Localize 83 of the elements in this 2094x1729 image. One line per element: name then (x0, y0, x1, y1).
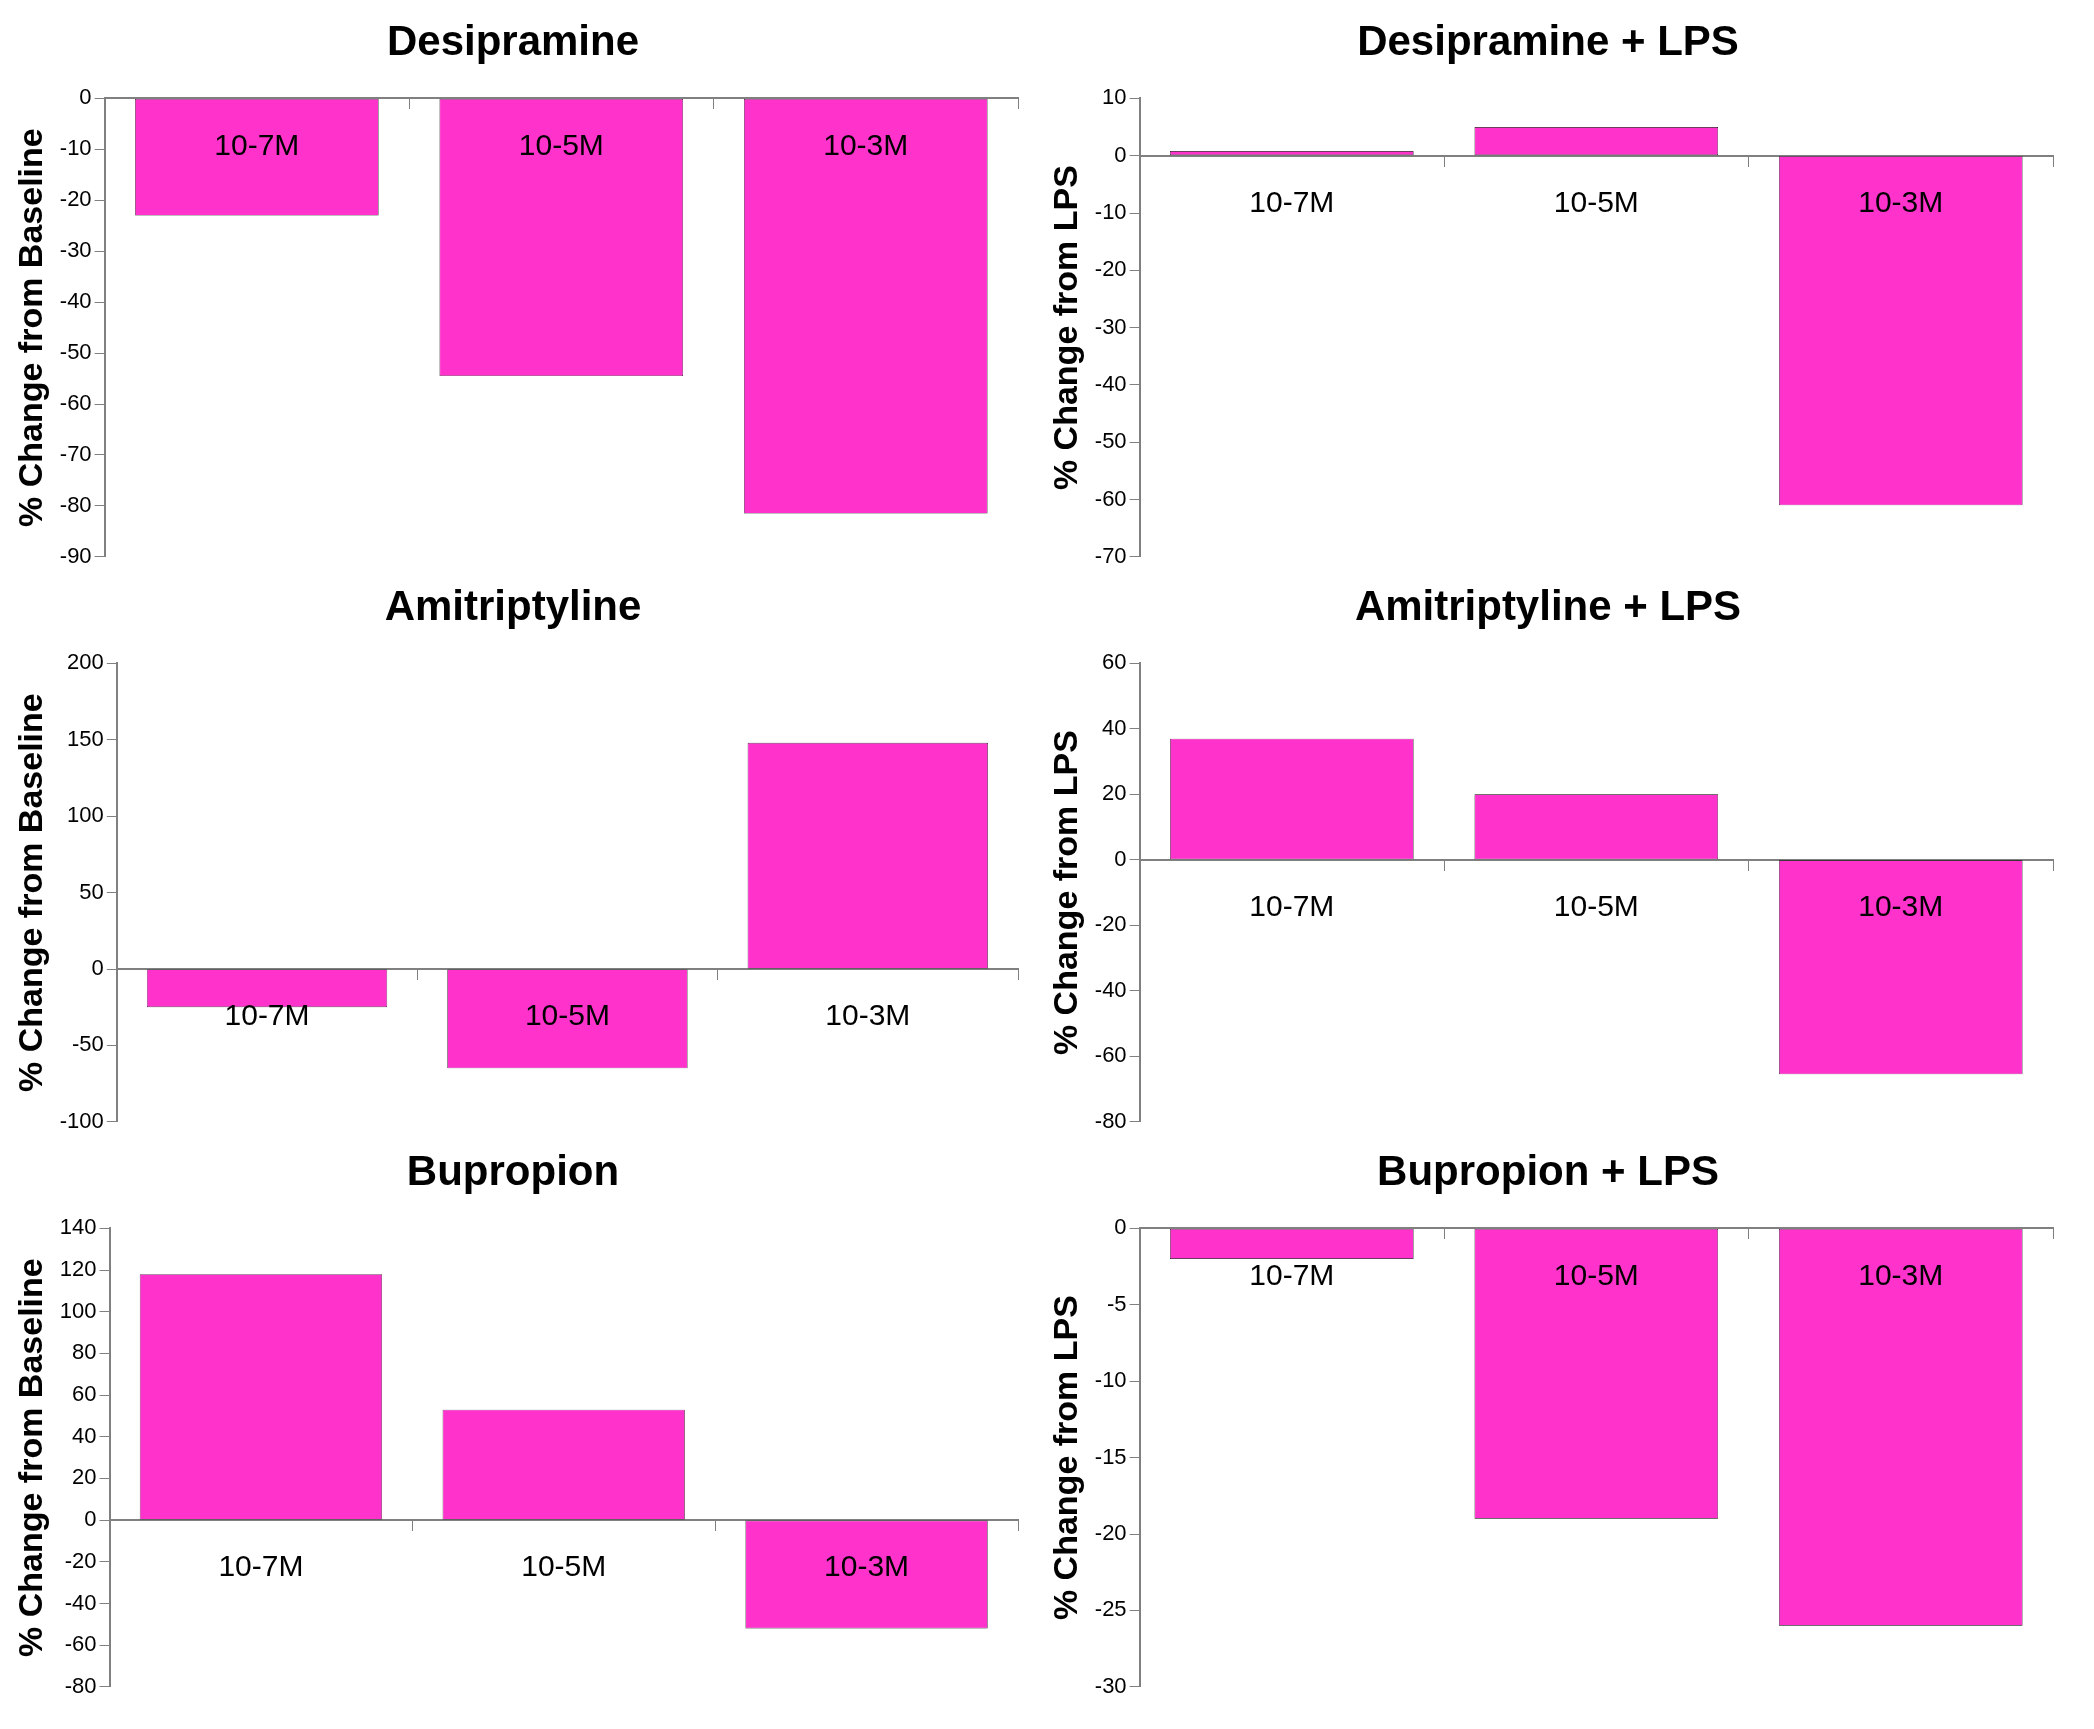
x-tick-label: 10-5M (1553, 184, 1639, 218)
x-tick-label: 10-3M (1858, 889, 1944, 923)
y-tick-label: -10 (59, 135, 92, 161)
chart-title: Bupropion + LPS (1377, 1146, 1719, 1194)
y-tick-label: -20 (1094, 256, 1127, 282)
y-tick-label: -40 (59, 288, 92, 314)
x-tick-label: 10-5M (1553, 1257, 1639, 1291)
y-tick-label: 0 (1114, 141, 1127, 167)
x-tick-label: 10-5M (524, 998, 610, 1032)
y-tick-label: 60 (72, 1381, 97, 1407)
y-tick-label: -80 (59, 491, 92, 517)
y-tick-label: -50 (59, 339, 92, 365)
y-tick-label: -80 (1094, 1107, 1127, 1133)
y-tick-label: -10 (1094, 199, 1127, 225)
y-axis-title: % Change from LPS (1045, 730, 1084, 1056)
y-tick-label: 0 (1114, 845, 1127, 871)
y-tick-label: -30 (59, 237, 92, 263)
y-tick-label: -70 (1094, 542, 1127, 568)
y-tick-label: 100 (59, 1297, 97, 1323)
chart-title: Bupropion (406, 1146, 620, 1194)
y-tick-label: -20 (1094, 911, 1127, 937)
y-axis-title: % Change from LPS (1045, 165, 1084, 491)
y-tick-label: 150 (67, 725, 104, 751)
chart-title: Amitriptyline (384, 581, 642, 629)
y-tick-label: 20 (1102, 780, 1127, 806)
x-tick-label: 10-5M (521, 1549, 607, 1583)
y-tick-label: -60 (1094, 485, 1127, 511)
y-tick-label: -90 (59, 542, 92, 568)
y-tick-label: 40 (1102, 714, 1127, 740)
y-axis-title: % Change from LPS (1045, 1295, 1084, 1621)
y-axis-title: % Change from Baseline (10, 693, 49, 1092)
x-tick-label: 10-7M (214, 127, 300, 161)
chart-title: Desipramine (386, 16, 640, 64)
y-tick-label: -5 (1107, 1290, 1127, 1316)
y-tick-label: 100 (67, 802, 104, 828)
y-tick-label: 80 (72, 1339, 97, 1365)
x-tick-label: 10-5M (518, 127, 604, 161)
y-tick-label: -30 (1094, 313, 1127, 339)
x-tick-label: 10-7M (1249, 1257, 1335, 1291)
y-tick-label: 0 (79, 84, 92, 110)
y-tick-label: -50 (72, 1031, 104, 1057)
y-tick-label: -20 (59, 186, 92, 212)
y-tick-label: -70 (59, 441, 92, 466)
y-tick-label: 60 (1102, 649, 1127, 675)
y-tick-label: -25 (1094, 1596, 1127, 1622)
y-tick-label: 200 (67, 649, 104, 675)
y-tick-label: -20 (64, 1547, 97, 1573)
y-tick-label: -60 (59, 390, 92, 416)
y-tick-label: -60 (64, 1631, 97, 1657)
y-tick-label: 0 (1114, 1214, 1127, 1240)
x-tick-label: 10-7M (218, 1549, 304, 1583)
y-tick-label: -40 (64, 1589, 97, 1615)
y-tick-label: 50 (79, 878, 104, 904)
y-tick-label: 40 (72, 1422, 97, 1448)
y-tick-label: -80 (64, 1672, 97, 1698)
x-tick-label: 10-3M (1858, 1257, 1944, 1291)
x-tick-label: 10-7M (1249, 889, 1335, 923)
y-axis-title: % Change from Baseline (10, 128, 49, 527)
x-tick-label: 10-5M (1553, 889, 1639, 923)
y-tick-label: -100 (59, 1107, 104, 1133)
y-tick-label: -60 (1094, 1042, 1127, 1068)
y-tick-label: -40 (1094, 370, 1127, 396)
y-tick-label: -10 (1094, 1367, 1127, 1393)
x-tick-label: 10-3M (823, 127, 909, 161)
y-tick-label: 20 (72, 1464, 97, 1490)
x-tick-label: 10-3M (1858, 184, 1944, 218)
y-tick-label: 0 (91, 955, 104, 981)
y-tick-label: -15 (1094, 1443, 1127, 1469)
y-axis-title: % Change from Baseline (10, 1258, 49, 1657)
x-tick-label: 10-3M (824, 1549, 910, 1583)
y-tick-label: 140 (59, 1214, 97, 1240)
y-tick-label: -50 (1094, 428, 1127, 454)
y-tick-label: -20 (1094, 1520, 1127, 1546)
x-tick-label: 10-3M (825, 998, 911, 1032)
x-tick-label: 10-7M (224, 998, 310, 1032)
y-tick-label: 120 (59, 1256, 97, 1282)
chart-title: Desipramine + LPS (1357, 16, 1739, 64)
y-tick-label: 10 (1102, 84, 1127, 110)
x-tick-label: 10-7M (1249, 184, 1335, 218)
chart-title: Amitriptyline + LPS (1354, 581, 1742, 629)
y-tick-label: -40 (1094, 976, 1127, 1002)
y-tick-label: -30 (1094, 1672, 1127, 1698)
y-tick-label: 0 (84, 1506, 97, 1532)
